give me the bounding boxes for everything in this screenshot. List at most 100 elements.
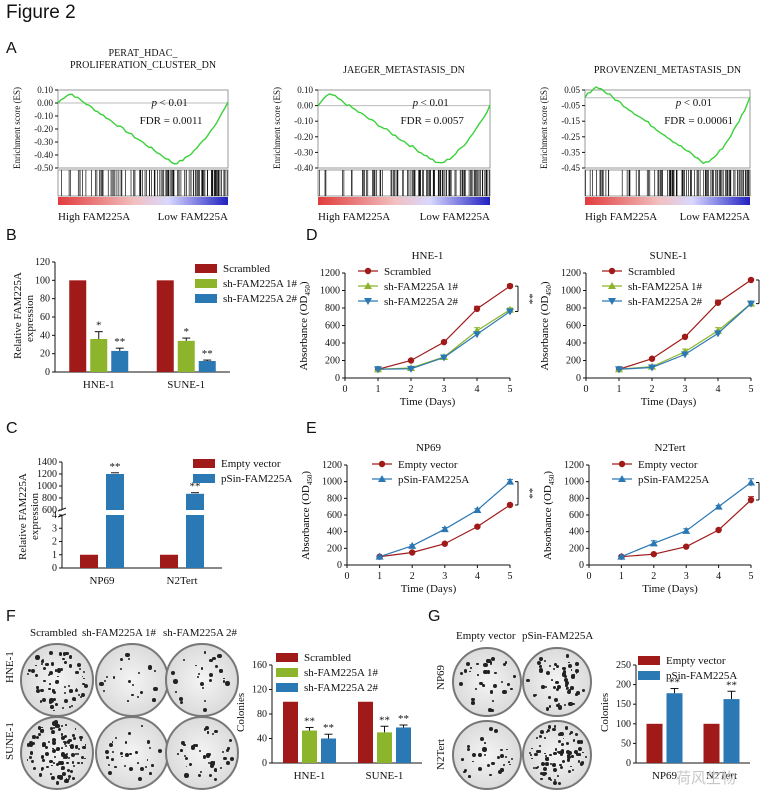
colony-spot <box>536 749 540 754</box>
colony-spot <box>53 727 55 730</box>
colony-spot <box>75 745 79 748</box>
gsea-1-ytick-label: 0.10 <box>297 85 313 95</box>
colony-dish-hne1-sh1 <box>95 643 169 717</box>
colony-spot <box>510 687 513 691</box>
chart-c-ylabel-line2: expression <box>29 492 41 540</box>
colony-spot <box>41 726 43 729</box>
gsea-1-hits-frame <box>317 169 491 197</box>
colony-spot <box>180 749 184 752</box>
colony-spot <box>211 732 214 735</box>
colony-spot <box>562 737 565 740</box>
chart-e1-ytick-label: 0 <box>337 560 342 571</box>
chart-b-legend-swatch <box>195 294 217 303</box>
colony-spot <box>212 657 216 661</box>
colony-spot <box>459 672 463 676</box>
gsea-0-high-label: High FAM225A <box>58 211 130 223</box>
colony-spot <box>491 657 496 662</box>
colony-spot <box>530 753 532 756</box>
colony-spot <box>540 730 545 734</box>
chart-c-sig: ** <box>110 461 121 473</box>
chart-b-ytick-label: 60 <box>40 312 50 323</box>
colony-spot <box>36 686 39 689</box>
chart-d2-point <box>648 355 656 362</box>
gsea-0-p-value: < 0.01 <box>160 97 188 109</box>
chart-g-ytick-label: 0 <box>626 758 631 769</box>
colony-spot <box>51 689 56 693</box>
colony-spot <box>50 662 54 666</box>
chart-e2-xtick-label: 3 <box>684 571 689 582</box>
colony-spot <box>40 660 44 664</box>
colony-spot <box>65 724 68 726</box>
chart-d1-xtick-label: 5 <box>508 384 513 395</box>
colony-spot <box>505 748 508 751</box>
chart-f-ytick-label: 40 <box>257 734 267 745</box>
colony-spot <box>581 688 586 693</box>
colony-spot <box>568 661 570 664</box>
colony-spot <box>556 704 559 707</box>
colony-spot <box>547 725 552 729</box>
chart-d2-xtick-label: 4 <box>716 384 721 395</box>
colony-spot <box>80 695 83 698</box>
chart-e1-point <box>378 475 386 482</box>
colony-spot <box>146 759 149 761</box>
colony-spot <box>478 681 483 686</box>
colony-spot <box>69 689 73 693</box>
chart-g-legend-label: pSin-FAM225A <box>666 670 737 682</box>
chart-d2-point <box>681 333 689 341</box>
colony-spot <box>205 753 211 758</box>
colony-spot <box>131 693 134 697</box>
gsea-2-ytick-label: -0.05 <box>561 101 580 111</box>
chart-g-bar <box>646 723 663 763</box>
colony-spot <box>153 687 158 692</box>
colony-spot <box>107 770 112 775</box>
colony-spot <box>569 731 573 734</box>
chart-e1-xtick-label: 2 <box>410 571 415 582</box>
chart-f-legend-swatch <box>276 668 298 677</box>
colony-spot <box>40 729 44 733</box>
colony-spot <box>42 679 46 683</box>
colony-spot <box>55 679 60 684</box>
colony-dish-hne1-scrambled <box>20 643 94 717</box>
colony-spot <box>552 767 558 773</box>
colony-spot <box>82 682 85 686</box>
colony-spot <box>531 747 533 750</box>
colony-spot <box>472 760 474 763</box>
colony-spot <box>50 730 55 735</box>
chart-e2-point <box>618 475 626 482</box>
chart-c-xtick-label: NP69 <box>89 575 115 587</box>
colony-spot <box>49 727 53 730</box>
chart-d1-point <box>364 267 372 275</box>
colony-spot <box>106 756 110 759</box>
gsea-2-p-value: < 0.01 <box>684 97 712 109</box>
chart-e1-ytick-label: 400 <box>327 527 342 538</box>
chart-b-ytick-label: 120 <box>35 257 50 268</box>
colony-spot <box>213 768 217 772</box>
colony-spot <box>61 771 66 777</box>
colony-spot <box>175 691 177 694</box>
colony-spot <box>75 687 78 690</box>
gsea-2-ytick-label: -0.25 <box>561 132 580 142</box>
colony-spot <box>30 668 35 673</box>
chart-c-ytick-label: 800 <box>42 493 57 504</box>
colony-f-row-1: SUNE-1 <box>4 722 16 760</box>
colony-spot <box>501 681 504 684</box>
colony-spot <box>37 732 42 737</box>
gsea-1-fdr: FDR = 0.0057 <box>401 115 465 127</box>
colony-spot <box>50 764 53 767</box>
gsea-2-title: PROVENZENI_METASTASIS_DN <box>594 65 741 76</box>
colony-spot <box>30 759 35 764</box>
colony-spot <box>459 681 464 686</box>
colony-spot <box>79 738 82 741</box>
chart-g-ytick-label: 250 <box>616 660 631 671</box>
chart-e2-point <box>747 478 755 486</box>
colony-spot <box>42 658 45 661</box>
colony-spot <box>469 667 472 670</box>
colony-spot <box>562 760 566 764</box>
chart-c-ytick-label: 4 <box>52 510 57 521</box>
chart-e2-point <box>714 502 723 510</box>
gsea-1-ytick-label: -0.20 <box>294 132 313 142</box>
chart-e1-sig: ** <box>523 488 535 499</box>
colony-spot <box>48 670 53 675</box>
colony-spot <box>57 675 59 678</box>
colony-spot <box>68 664 73 669</box>
